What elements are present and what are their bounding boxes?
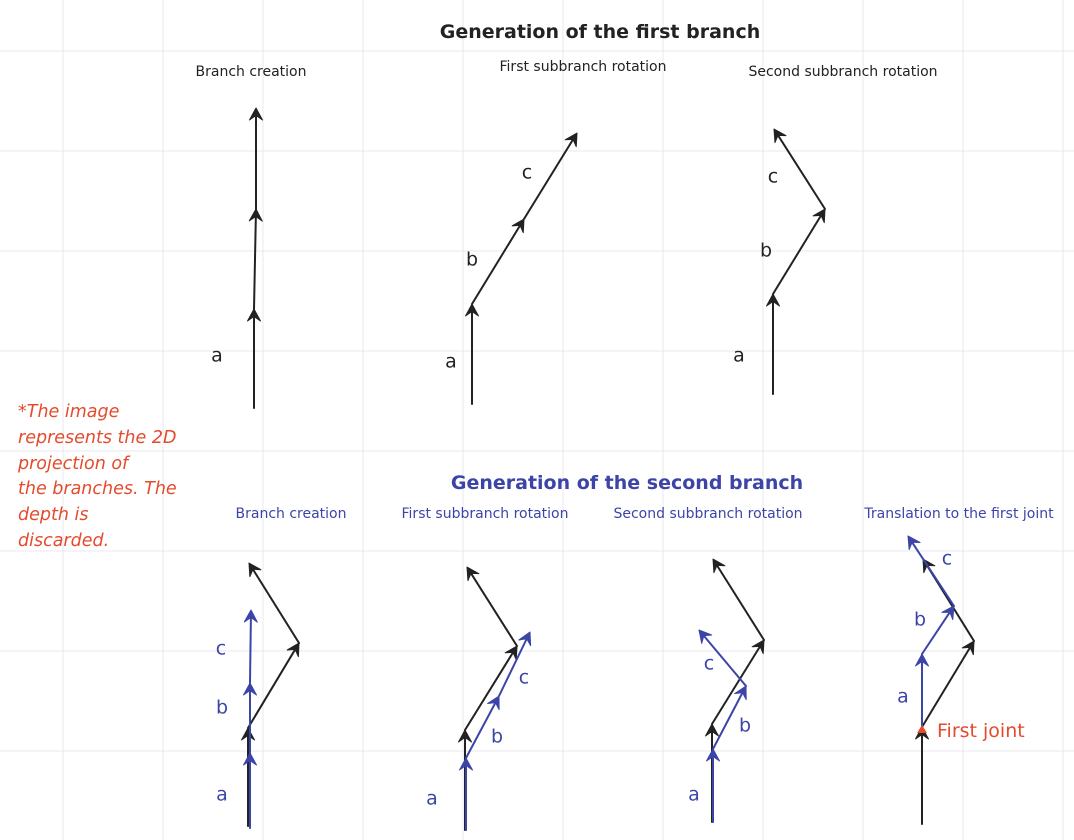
s2-p1-label-b: b	[215, 696, 229, 719]
s2-panel1-subtitle: Branch creation	[235, 506, 347, 522]
s1-p3-arrow-a	[766, 293, 780, 395]
s1-panel3-subtitle: Second subbranch rotation	[748, 64, 938, 80]
s1-p2-arrow-b	[471, 218, 525, 305]
note-line: projection of	[18, 453, 129, 474]
s1-p1-arrow-b	[248, 208, 263, 310]
s2-p2-first-arrow-b	[464, 645, 518, 731]
first-joint-label: First joint	[937, 720, 1025, 742]
s1-p2-arrow-c	[523, 132, 578, 220]
s2-panel3-subtitle: Second subbranch rotation	[613, 506, 803, 522]
s2-panel4-subtitle: Translation to the first joint	[864, 506, 1054, 522]
s1-p1-label-a: a	[211, 344, 223, 367]
s2-p4-label-c: c	[941, 547, 953, 570]
s2-p1-label-a: a	[216, 783, 228, 806]
first-joint-marker	[917, 725, 927, 733]
s1-panel1-subtitle: Branch creation	[195, 64, 307, 80]
note-line: depth is discarded.	[18, 505, 110, 551]
s2-p4-first-arrow-b	[921, 640, 975, 728]
s1-p2-label-a: a	[445, 350, 457, 373]
s2-p4-second-arrow-c	[907, 535, 955, 607]
s2-p4-label-b: b	[913, 608, 927, 631]
s1-p3-label-b: b	[759, 239, 773, 262]
s2-p2-label-c: c	[518, 666, 530, 689]
s1-p3-arrow-b	[772, 208, 826, 295]
s2-p3-label-a: a	[688, 783, 700, 806]
s2-p4-second-arrow-a	[915, 653, 929, 728]
s2-p2-second-arrow-b	[465, 695, 500, 759]
s1-p3-arrow-c	[773, 128, 826, 210]
s2-p4-label-a: a	[897, 685, 909, 708]
s1-p3-label-a: a	[733, 344, 745, 367]
s2-p1-label-c: c	[215, 637, 227, 660]
section1-title: Generation of the first branch	[439, 21, 761, 43]
s2-p3-second-arrow-b	[712, 685, 747, 750]
s2-p1-first-arrow-a	[241, 727, 255, 827]
s2-p1-first-arrow-c	[248, 562, 300, 644]
s1-p1-arrow-a	[247, 308, 261, 409]
s2-p1-second-arrow-c	[243, 609, 258, 684]
projection-note: *The image represents the 2D projection …	[18, 400, 183, 555]
s2-p2-label-a: a	[426, 787, 438, 810]
note-line: the branches. The	[18, 479, 177, 500]
s2-p3-label-b: b	[738, 714, 752, 737]
s1-p3-label-c: c	[767, 165, 779, 188]
s1-panel2-subtitle: First subbranch rotation	[499, 59, 667, 75]
s2-p2-first-arrow-c	[466, 566, 518, 647]
s1-p2-label-b: b	[465, 248, 479, 271]
s2-p2-second-arrow-a	[459, 757, 473, 831]
s2-panel2-subtitle: First subbranch rotation	[401, 506, 569, 522]
note-line: represents the 2D	[18, 427, 177, 448]
s1-p1-arrow-c	[249, 107, 263, 210]
s2-p3-label-c: c	[703, 652, 715, 675]
s2-p3-second-arrow-a	[706, 748, 720, 823]
s2-p1-first-arrow-b	[247, 642, 300, 729]
s2-p4-second-arrow-b	[921, 605, 955, 655]
s2-p2-label-b: b	[490, 725, 504, 748]
section2-title: Generation of the second branch	[450, 472, 804, 494]
s2-p3-first-arrow-c	[712, 558, 765, 641]
s1-p2-label-c: c	[521, 161, 533, 184]
s2-p1-second-arrow-b	[243, 682, 257, 754]
s2-p2-second-arrow-c	[498, 631, 532, 697]
note-line: *The image	[18, 402, 120, 422]
s2-p4-first-arrow-a	[915, 726, 929, 825]
s2-p3-first-arrow-b	[711, 639, 765, 725]
s2-p1-second-arrow-a	[243, 752, 257, 829]
s2-p3-second-arrow-c	[698, 629, 747, 687]
s1-p2-arrow-a	[465, 303, 479, 405]
